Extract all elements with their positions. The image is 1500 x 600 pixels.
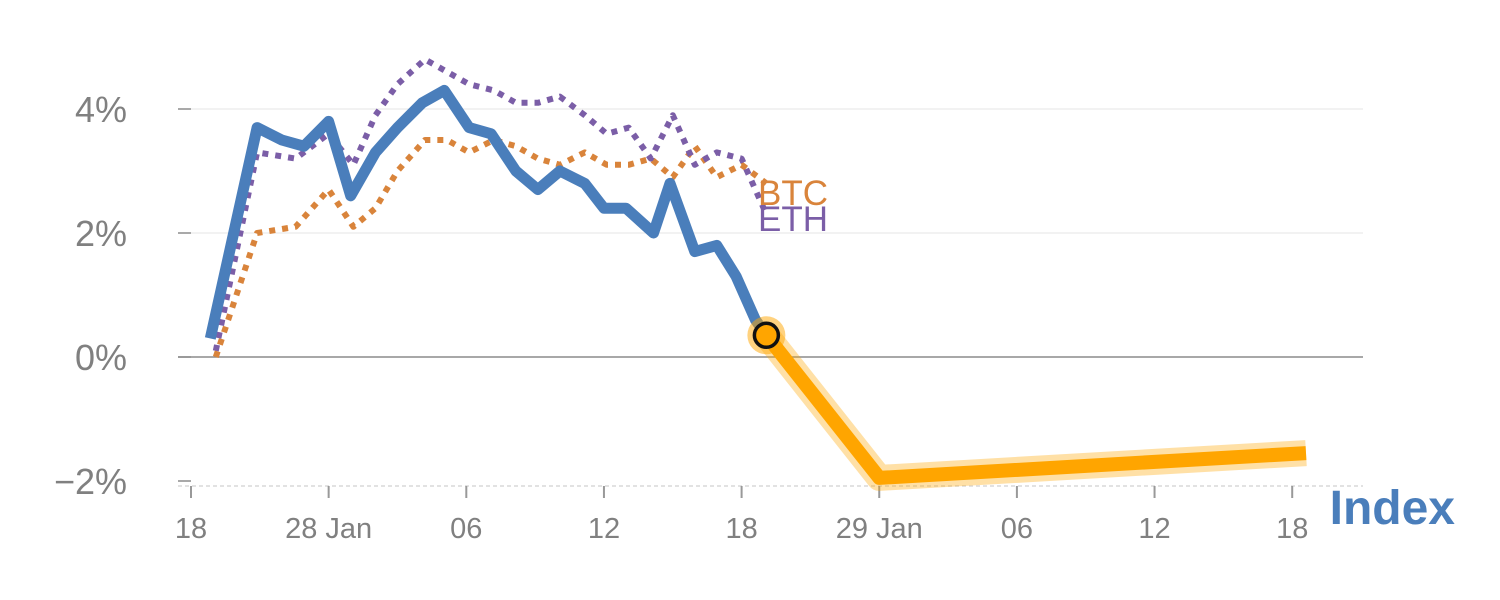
x-tick-label: 28 Jan	[285, 513, 372, 545]
x-tick-label: 18	[1276, 513, 1308, 545]
current-point-marker	[752, 321, 781, 350]
y-tick-label: 2%	[75, 213, 127, 254]
index-series-label: Index	[1330, 482, 1456, 535]
btc-series-label: BTC	[758, 174, 828, 213]
y-tick-label: 0%	[75, 337, 127, 378]
x-tick-label: 12	[588, 513, 620, 545]
labels: BTC ETH Index	[758, 174, 1455, 535]
eth-series-line	[212, 56, 770, 352]
grid-lines	[178, 108, 1363, 358]
x-tick-label: 06	[1001, 513, 1033, 545]
eth-series-label: ETH	[758, 200, 828, 239]
x-tick-label: 29 Jan	[836, 513, 923, 545]
btc-series-line	[212, 137, 769, 358]
forecast-line	[760, 330, 1307, 485]
x-tick-label: 18	[725, 513, 757, 545]
y-tick-label: −2%	[54, 461, 127, 502]
index-series-line	[204, 84, 771, 340]
x-tick-label: 12	[1138, 513, 1170, 545]
x-tick-label: 06	[450, 513, 482, 545]
y-tick-label: 4%	[75, 89, 127, 130]
x-tick-label: 18	[175, 513, 207, 545]
axes: 4% 2% 0% −2% 18 28 Jan 06 12 18 29 Jan 06 12 18	[54, 89, 1363, 545]
series-lines	[204, 56, 1307, 491]
